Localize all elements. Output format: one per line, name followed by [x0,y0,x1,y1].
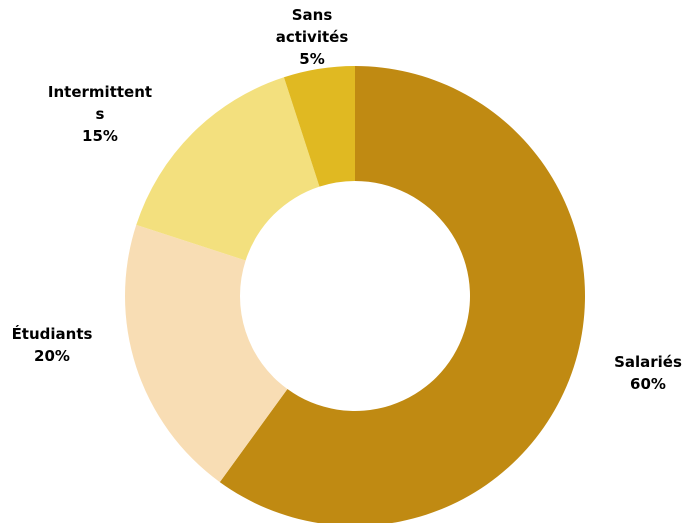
slice-value-label: 60% [630,375,666,393]
slice-0 [219,66,585,523]
slice-name-label: Étudiants [12,324,93,343]
donut-slices [125,66,585,523]
slice-value-label: 5% [299,50,324,68]
slice-labels: Salariés 60% Étudiants 20% Intermittent s 15% S… [12,6,682,393]
slice-label-3: Sans activités 5% [276,6,349,68]
slice-name-label: activités [276,28,349,46]
slice-name-label: Salariés [614,353,682,371]
slice-2 [136,77,320,261]
slice-1 [125,224,288,483]
slice-label-0: Salariés 60% [614,353,682,393]
slice-value-label: 15% [82,127,118,145]
slice-label-1: Étudiants 20% [12,324,93,365]
slice-3 [283,66,355,187]
slice-value-label: 20% [34,347,70,365]
slice-name-label: s [96,105,105,123]
slice-name-label: Sans [292,6,333,24]
slice-label-2: Intermittent s 15% [48,83,152,145]
slice-name-label: Intermittent [48,83,152,101]
